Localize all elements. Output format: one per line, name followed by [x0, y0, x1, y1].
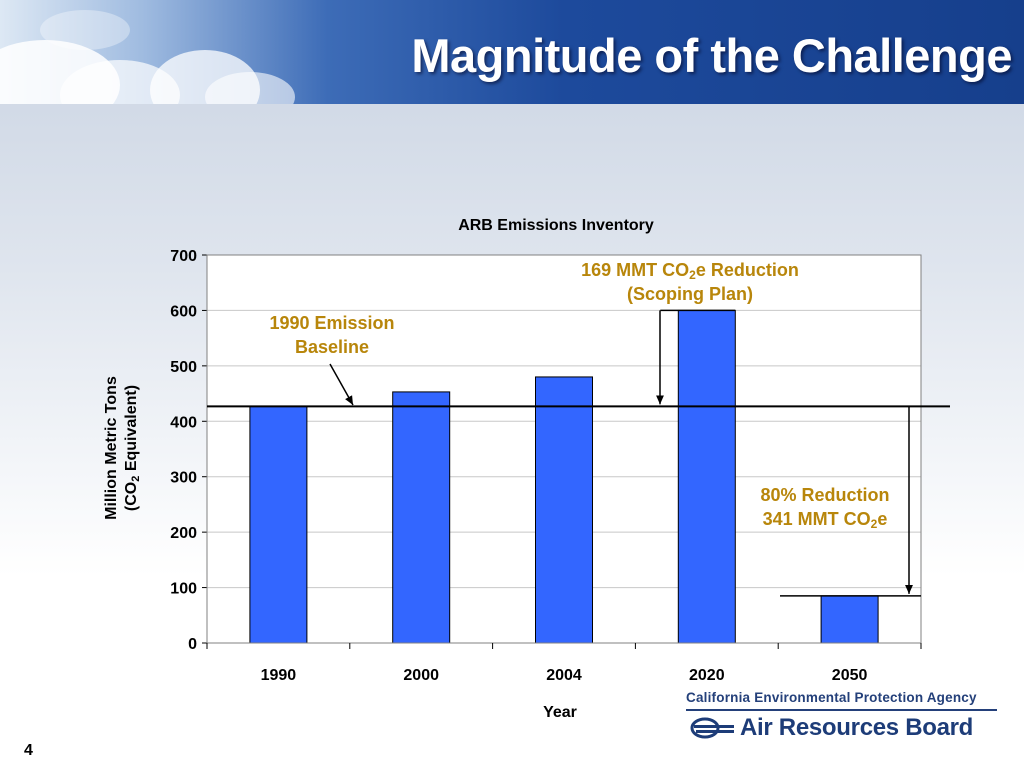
scoping-plan-annotation: 169 MMT CO2e Reduction (Scoping Plan): [581, 260, 799, 304]
bar-2020: [677, 309, 736, 644]
board-name: Air Resources Board: [740, 714, 974, 741]
cloud-decoration: [40, 10, 130, 50]
slide-header: Magnitude of the Challenge: [0, 0, 1024, 104]
arb-logo-icon: [690, 717, 734, 739]
x-tick-label: 2000: [403, 667, 439, 684]
bar-2000: [392, 391, 451, 644]
plot-border: [206, 254, 922, 644]
y-tick-label: 600: [170, 303, 197, 320]
logo-divider: [686, 709, 997, 711]
x-axis-label: Year: [543, 704, 577, 721]
bar-series: [249, 309, 879, 644]
y-tick-labels: 0 100 200 300 400 500 600 700: [170, 248, 197, 653]
axes: [202, 254, 922, 649]
agency-name: California Environmental Protection Agen…: [686, 690, 977, 705]
x-tick-labels: 1990 2000 2004 2020 2050: [261, 667, 868, 684]
annotation-lines: [207, 309, 950, 597]
y-axis-label-line2: (CO2 Equivalent): [123, 384, 142, 512]
bar-2004: [535, 376, 593, 644]
chart-title: ARB Emissions Inventory: [458, 217, 654, 234]
y-tick-label: 100: [170, 581, 197, 598]
y-axis-label: Million Metric Tons (CO2 Equivalent): [102, 328, 142, 568]
bar-1990: [249, 405, 308, 644]
reduction-annotation: 80% Reduction 341 MMT CO2e: [760, 485, 890, 531]
y-tick-label: 0: [188, 636, 197, 653]
bar-2050: [820, 595, 879, 644]
y-tick-label: 300: [170, 470, 197, 487]
baseline-annotation: 1990 Emission Baseline: [269, 313, 395, 357]
x-tick-label: 2020: [689, 667, 725, 684]
y-tick-label: 700: [170, 248, 197, 265]
x-tick-label: 1990: [261, 667, 297, 684]
slide-number: 4: [24, 742, 33, 759]
y-axis-label-line1: Million Metric Tons: [103, 376, 120, 520]
y-tick-label: 400: [170, 414, 197, 431]
x-tick-label: 2004: [546, 667, 582, 684]
y-tick-label: 200: [170, 525, 197, 542]
y-tick-label: 500: [170, 359, 197, 376]
baseline-pointer-arrow: [329, 363, 354, 406]
slide-title: Magnitude of the Challenge: [411, 29, 1012, 82]
x-tick-label: 2050: [832, 667, 868, 684]
